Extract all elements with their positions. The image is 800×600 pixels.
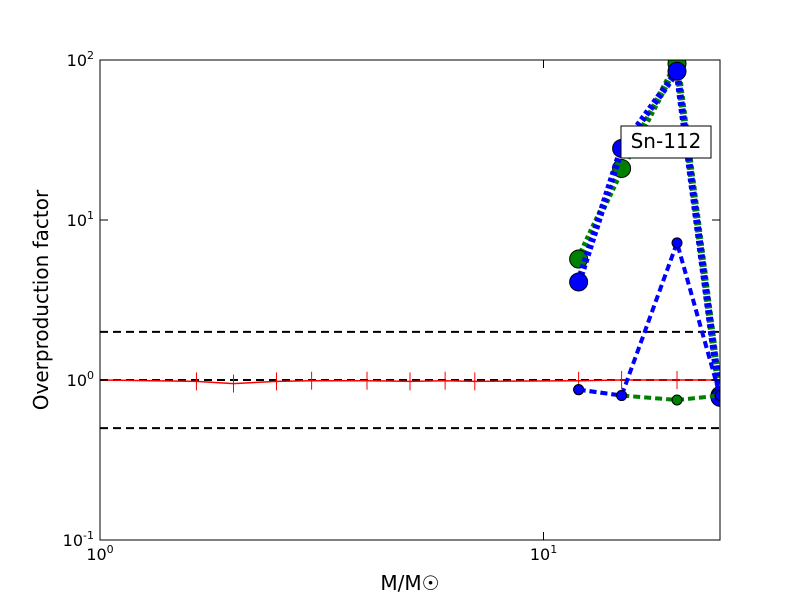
- tick-label: 102: [67, 49, 94, 70]
- series-line: [578, 236, 720, 398]
- marker: [573, 384, 585, 396]
- marker: [714, 390, 720, 402]
- marker: [671, 394, 683, 406]
- tick-label: 100: [86, 543, 113, 564]
- marker: [569, 272, 589, 292]
- tick-label: 100: [67, 369, 94, 390]
- annotation-frame: [620, 125, 712, 159]
- series-line: [575, 62, 720, 398]
- axes-frame: [99, 59, 721, 541]
- plot-area: [100, 60, 720, 430]
- marker: [671, 237, 683, 249]
- tick-label: 101: [530, 543, 557, 564]
- marker: [667, 61, 687, 81]
- y-axis-label: Overproduction factor: [29, 189, 53, 410]
- series-line: [578, 387, 720, 402]
- tick-label: 101: [67, 209, 94, 230]
- x-axis-label: M/M☉: [380, 571, 439, 595]
- annotation: Sn-112: [631, 129, 702, 153]
- marker: [616, 390, 628, 402]
- annotation-box: Sn-112: [620, 125, 712, 159]
- tick-label: 10-1: [63, 529, 94, 550]
